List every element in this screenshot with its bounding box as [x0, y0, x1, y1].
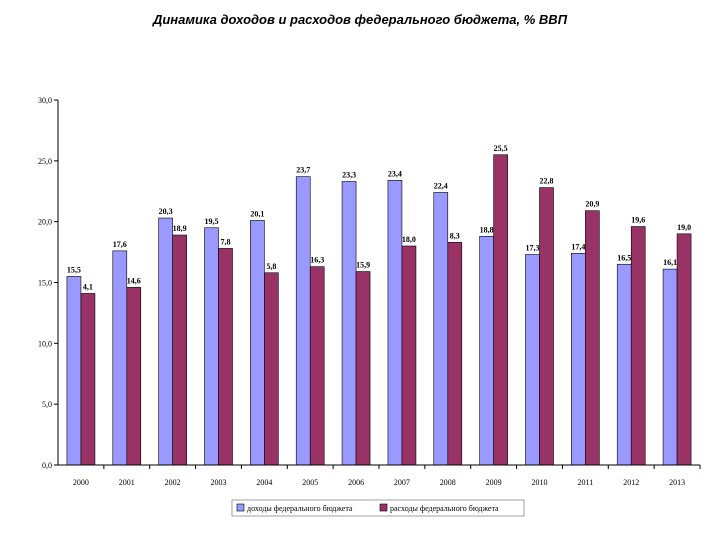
data-label-revenue: 15,5 [67, 265, 81, 274]
y-tick-label: 30,0 [38, 96, 52, 105]
x-category-label: 2011 [578, 478, 594, 487]
bar-expenditure [80, 293, 96, 466]
data-label-revenue: 20,1 [250, 209, 264, 218]
legend-label-expenditure: расходы федерального бюджета [390, 504, 499, 513]
data-label-revenue: 16,5 [617, 253, 631, 262]
y-tick-label: 15,0 [38, 279, 52, 288]
bar-revenue [341, 181, 357, 466]
x-category-label: 2005 [302, 478, 318, 487]
data-label-expenditure: 25,5 [494, 144, 508, 153]
data-label-revenue: 19,5 [205, 217, 219, 226]
y-axis-ticks: 0,0 5,0 10,0 15,0 20,0 25,0 30,0 [38, 96, 58, 470]
data-label-revenue: 16,1 [663, 258, 677, 267]
bar-expenditure [218, 248, 233, 466]
x-category-label: 2008 [440, 478, 456, 487]
x-category-label: 2004 [256, 478, 272, 487]
x-category-label: 2001 [119, 478, 135, 487]
bar-revenue [616, 263, 632, 466]
data-label-expenditure: 5,8 [266, 262, 276, 271]
bar-revenue [204, 227, 219, 466]
data-label-revenue: 17,6 [113, 240, 127, 249]
y-tick-label: 0,0 [42, 461, 52, 470]
data-label-revenue: 18,8 [480, 225, 494, 234]
legend-swatch-expenditure [379, 503, 388, 512]
bar-expenditure [539, 187, 554, 466]
bar-revenue [250, 220, 265, 466]
data-label-expenditure: 15,9 [356, 261, 370, 270]
data-label-revenue: 23,3 [342, 171, 356, 180]
data-label-expenditure: 22,8 [540, 177, 554, 186]
legend-swatch-revenue [236, 503, 245, 512]
data-label-expenditure: 18,0 [402, 235, 416, 244]
data-labels: 15,54,1 17,6 14,6 20,318,9 19,5 7,8 20,1 5,8 23,… [67, 144, 691, 292]
data-label-revenue: 17,3 [526, 244, 540, 253]
legend-frame [231, 499, 525, 517]
x-category-label: 2013 [669, 478, 685, 487]
bar-revenue [387, 180, 403, 466]
bar-expenditure [264, 272, 279, 466]
y-tick-label: 5,0 [42, 400, 52, 409]
data-label-revenue: 22,4 [434, 181, 448, 190]
data-label-expenditure: 8,3 [450, 231, 460, 240]
bar-revenue [571, 253, 586, 466]
data-label-expenditure: 20,9 [585, 200, 599, 209]
x-category-label: 2010 [532, 478, 548, 487]
x-category-label: 2009 [486, 478, 502, 487]
bar-expenditure [355, 271, 371, 466]
data-label-expenditure: 14,6 [127, 276, 141, 285]
data-label-revenue: 20,3 [159, 207, 173, 216]
data-label-revenue: 23,4 [388, 169, 402, 178]
bar-expenditure [172, 234, 187, 466]
bar-expenditure [630, 226, 646, 466]
y-tick-label: 25,0 [38, 157, 52, 166]
bar-expenditure [447, 242, 463, 466]
bar-revenue [295, 176, 311, 466]
y-tick-label: 10,0 [38, 339, 52, 348]
bar-expenditure [493, 154, 508, 466]
bar-revenue [112, 250, 128, 466]
data-label-expenditure: 18,9 [173, 224, 187, 233]
bar-revenue [662, 268, 678, 466]
x-axis-categories: 2000 2001 2002 2003 2004 2005 2006 2007 2008 2009… [73, 465, 701, 487]
bar-revenue [433, 192, 449, 466]
x-category-label: 2012 [623, 478, 639, 487]
data-label-revenue: 17,4 [571, 242, 585, 251]
x-category-label: 2003 [211, 478, 227, 487]
bar-expenditure [676, 233, 692, 466]
bar-expenditure [585, 210, 600, 466]
data-label-expenditure: 4,1 [83, 282, 93, 291]
bar-revenue [525, 254, 540, 466]
data-label-expenditure: 7,8 [221, 237, 231, 246]
bar-expenditure [126, 287, 142, 466]
x-category-label: 2006 [348, 478, 364, 487]
x-category-label: 2002 [165, 478, 181, 487]
data-label-expenditure: 16,3 [310, 256, 324, 265]
legend-label-revenue: доходы федерального бюджета [247, 504, 353, 513]
bar-revenue [66, 276, 82, 466]
bar-revenue [158, 217, 173, 466]
chart-title: Динамика доходов и расходов федерального… [152, 12, 568, 27]
x-category-label: 2000 [73, 478, 89, 487]
y-tick-label: 20,0 [38, 218, 52, 227]
bars [66, 154, 692, 466]
bar-expenditure [309, 266, 325, 466]
bar-expenditure [401, 245, 417, 466]
data-label-expenditure: 19,6 [631, 216, 645, 225]
bar-revenue [479, 235, 494, 466]
x-category-label: 2007 [394, 478, 410, 487]
legend: доходы федерального бюджета расходы феде… [231, 499, 525, 517]
data-label-expenditure: 19,0 [677, 223, 691, 232]
data-label-revenue: 23,7 [296, 166, 310, 175]
